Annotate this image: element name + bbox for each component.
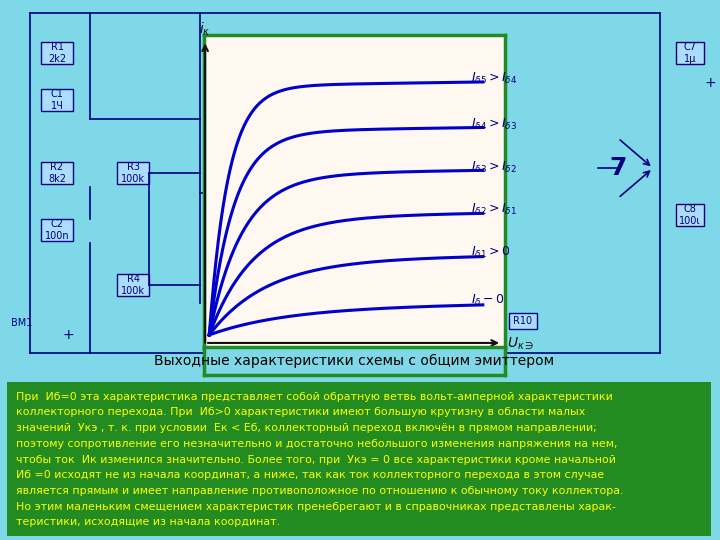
Text: R4
100k: R4 100k xyxy=(121,274,145,296)
Text: коллекторного перехода. При  Иб>0 характеристики имеют большую крутизну в област: коллекторного перехода. При Иб>0 характе… xyxy=(17,408,585,417)
Text: 2: 2 xyxy=(205,267,219,286)
Text: является прямым и имеет направление противоположное по отношению к обычному току: является прямым и имеет направление прот… xyxy=(17,486,624,496)
Text: R10: R10 xyxy=(513,316,533,326)
FancyBboxPatch shape xyxy=(41,219,73,241)
Text: R3
100k: R3 100k xyxy=(121,163,145,184)
Text: R1
2k2: R1 2k2 xyxy=(48,42,66,64)
Text: BM1: BM1 xyxy=(12,319,32,328)
FancyBboxPatch shape xyxy=(41,162,73,184)
Text: $I_{\delta} - 0$: $I_{\delta} - 0$ xyxy=(471,293,505,308)
Text: C7
1μ: C7 1μ xyxy=(683,42,696,64)
Text: $i_{\kappa}$: $i_{\kappa}$ xyxy=(199,21,211,38)
Text: Но этим маленьким смещением характеристик пренебрегают и в справочниках представ: Но этим маленьким смещением характеристи… xyxy=(17,502,616,512)
Text: поэтому сопротивление его незначительно и достаточно небольшого изменения напряж: поэтому сопротивление его незначительно … xyxy=(17,439,618,449)
Text: $I_{\delta1} > 0$: $I_{\delta1} > 0$ xyxy=(471,245,510,260)
Text: 3: 3 xyxy=(205,197,219,215)
Text: C8
100ι: C8 100ι xyxy=(679,205,701,226)
Text: C2
100n: C2 100n xyxy=(45,219,69,241)
Text: Выходные характеристики схемы с общим эмиттером: Выходные характеристики схемы с общим эм… xyxy=(154,354,554,368)
Text: $U_{\kappa\mathsf{\ni}}$: $U_{\kappa\mathsf{\ni}}$ xyxy=(508,335,535,351)
FancyBboxPatch shape xyxy=(676,204,704,226)
Text: чтобы ток  Ик изменился значительно. Более того, при  Укэ = 0 все характеристики: чтобы ток Ик изменился значительно. Боле… xyxy=(17,455,616,464)
Text: $I_{\delta2} > I_{\delta1}$: $I_{\delta2} > I_{\delta1}$ xyxy=(471,202,516,218)
Text: 7: 7 xyxy=(609,156,626,180)
FancyBboxPatch shape xyxy=(509,313,537,329)
Text: $I_{\delta3} > I_{\delta2}$: $I_{\delta3} > I_{\delta2}$ xyxy=(471,159,516,174)
Text: При  Иб=0 эта характеристика представляет собой обратную ветвь вольт-амперной ха: При Иб=0 эта характеристика представляет… xyxy=(17,392,613,402)
Text: $I_{\delta5} > I_{\delta4}$: $I_{\delta5} > I_{\delta4}$ xyxy=(471,71,517,86)
Text: значений  Укэ , т. к. при условии  Ек < Еб, коллекторный переход включён в прямо: значений Укэ , т. к. при условии Ек < Еб… xyxy=(17,423,597,433)
FancyBboxPatch shape xyxy=(41,42,73,64)
FancyBboxPatch shape xyxy=(41,89,73,111)
Text: +: + xyxy=(704,76,716,90)
FancyBboxPatch shape xyxy=(117,274,149,296)
Text: Иб =0 исходят не из начала координат, а ниже, так как ток коллекторного перехода: Иб =0 исходят не из начала координат, а … xyxy=(17,470,605,480)
Text: +: + xyxy=(62,328,74,342)
Text: R2
8k2: R2 8k2 xyxy=(48,163,66,184)
FancyBboxPatch shape xyxy=(676,42,704,64)
Text: $I_{\delta4} > I_{\delta3}$: $I_{\delta4} > I_{\delta3}$ xyxy=(471,117,517,132)
Text: C1
1Ч: C1 1Ч xyxy=(50,89,63,111)
FancyBboxPatch shape xyxy=(117,162,149,184)
Text: теристики, исходящие из начала координат.: теристики, исходящие из начала координат… xyxy=(17,517,280,528)
